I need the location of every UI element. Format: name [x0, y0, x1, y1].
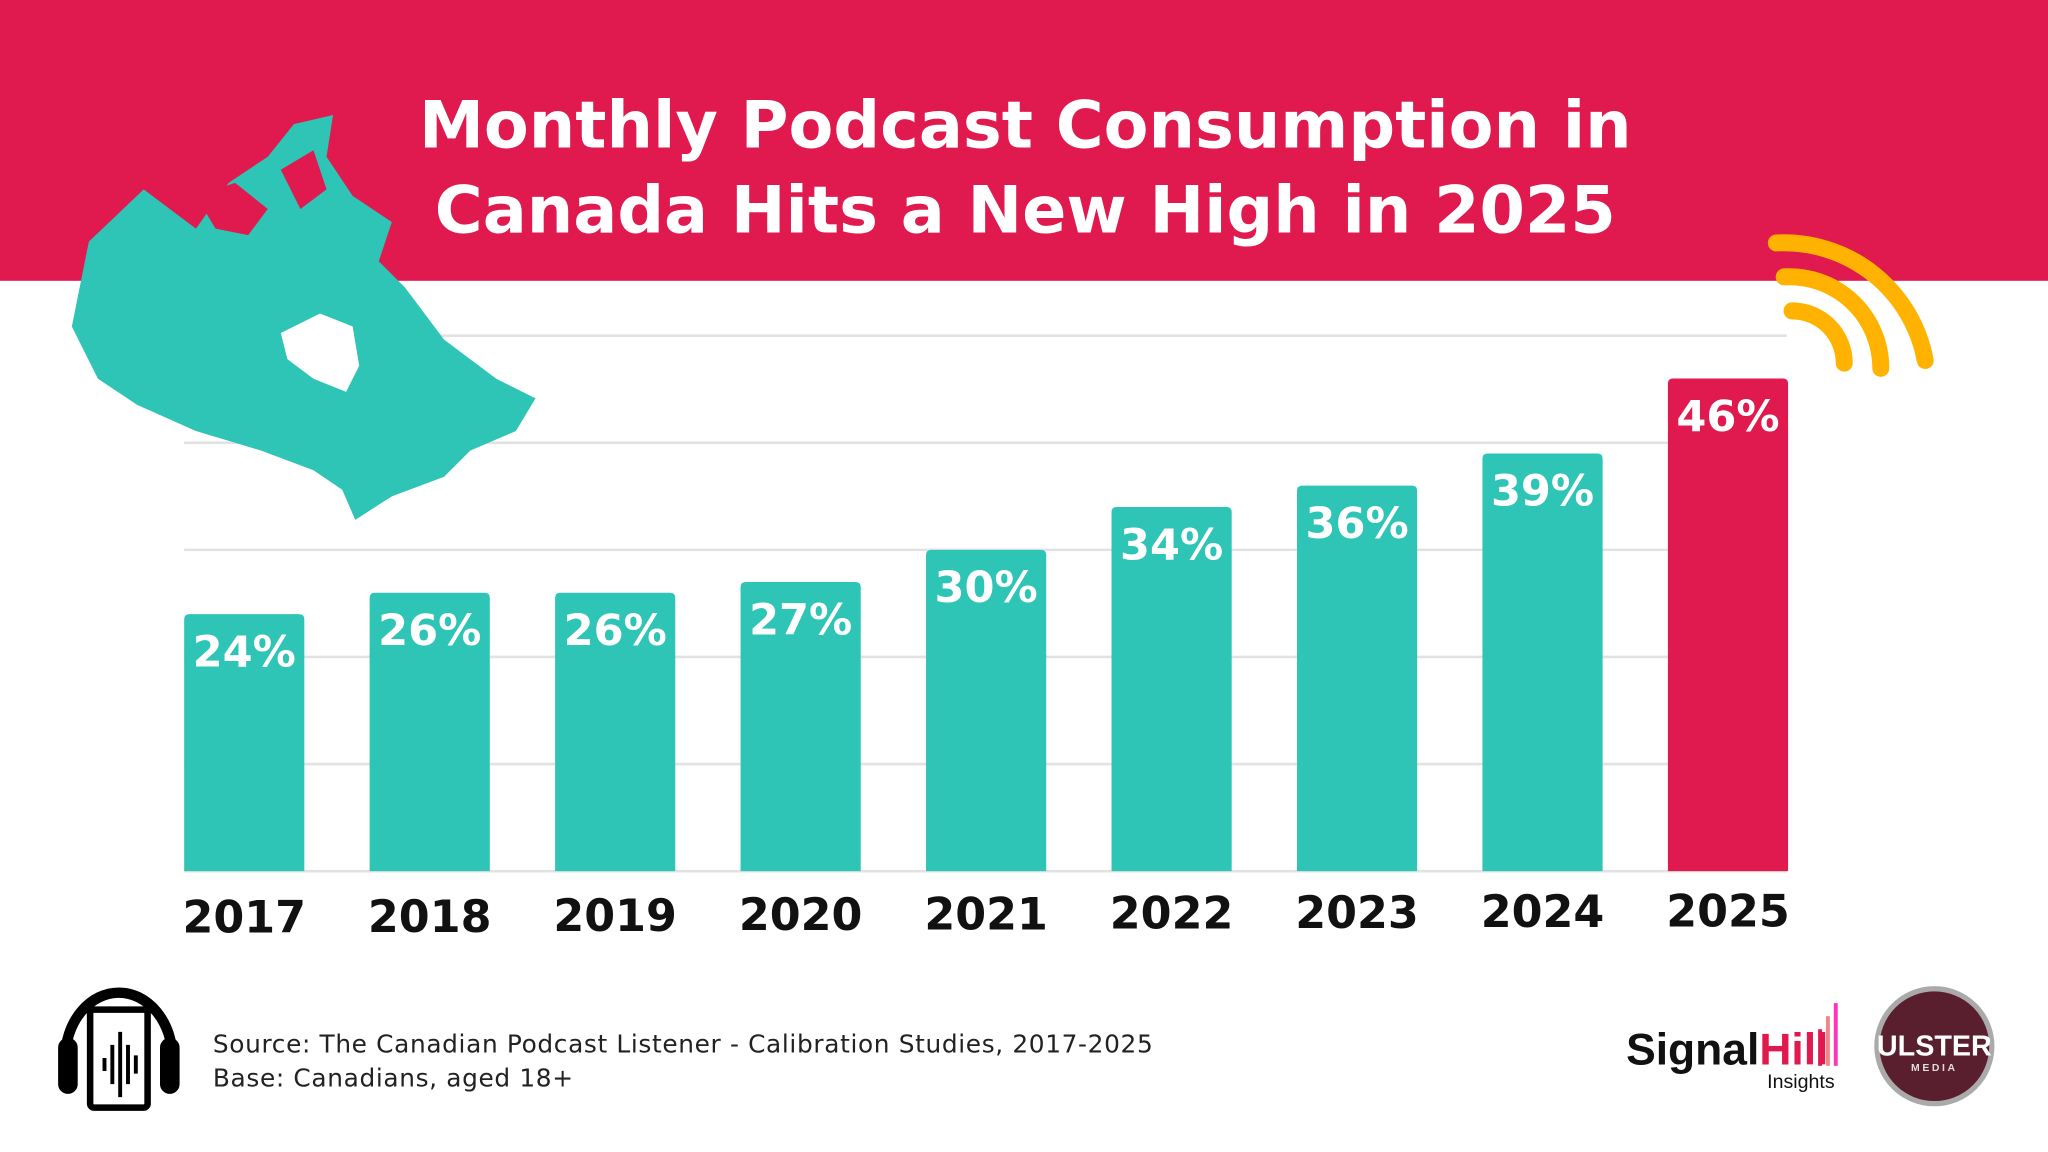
bar-2018 [369, 592, 490, 872]
svg-text:MEDIA: MEDIA [1911, 1063, 1958, 1074]
data-label-2019: 26% [564, 606, 667, 656]
title-line-1: Monthly Podcast Consumption in [419, 88, 1632, 164]
source-note: Source: The Canadian Podcast Listener - … [213, 1030, 1153, 1059]
data-label-2020: 27% [749, 595, 852, 645]
bar-2017 [184, 614, 305, 872]
data-label-2018: 26% [378, 606, 481, 656]
bar-2021 [926, 549, 1047, 872]
x-tick-2017: 2017 [182, 893, 306, 944]
bar-2020 [740, 582, 861, 872]
canada-map-icon [71, 114, 536, 520]
title-line-2: Canada Hits a New High in 2025 [435, 172, 1616, 248]
headphones-phone-icon [58, 987, 180, 1111]
signal-waves-icon [1767, 234, 1934, 377]
base-note: Base: Canadians, aged 18+ [213, 1064, 574, 1093]
x-tick-2020: 2020 [739, 890, 863, 941]
signal-hill-logo: SignalHill Insights [1626, 1003, 1838, 1093]
bar-2022 [1111, 507, 1232, 872]
x-tick-2023: 2023 [1295, 888, 1419, 939]
data-label-2022: 34% [1120, 520, 1223, 570]
x-tick-2021: 2021 [924, 889, 1048, 940]
ulster-media-logo: ULSTER MEDIA [1874, 986, 1995, 1107]
svg-text:SignalHill: SignalHill [1626, 1025, 1828, 1074]
svg-text:ULSTER: ULSTER [1877, 1030, 1992, 1062]
data-label-2024: 39% [1491, 467, 1594, 517]
x-tick-2018: 2018 [368, 892, 492, 943]
data-label-2017: 24% [193, 627, 296, 677]
bar-2019 [555, 592, 676, 872]
x-tick-2024: 2024 [1481, 887, 1605, 938]
bar-2023 [1296, 485, 1418, 872]
bar-2025 [1667, 378, 1789, 872]
x-tick-2019: 2019 [553, 891, 677, 942]
data-label-2023: 36% [1305, 499, 1408, 549]
bar-2024 [1482, 453, 1603, 872]
data-label-2025: 46% [1676, 392, 1779, 442]
svg-text:Insights: Insights [1767, 1071, 1835, 1093]
data-label-2021: 30% [935, 563, 1038, 613]
x-tick-2022: 2022 [1110, 889, 1234, 940]
x-tick-2025: 2025 [1666, 886, 1790, 937]
bar-series: 24% 2017 26% 2018 26% 2019 27% 2020 30% 2021 34% 20… [182, 378, 1790, 944]
